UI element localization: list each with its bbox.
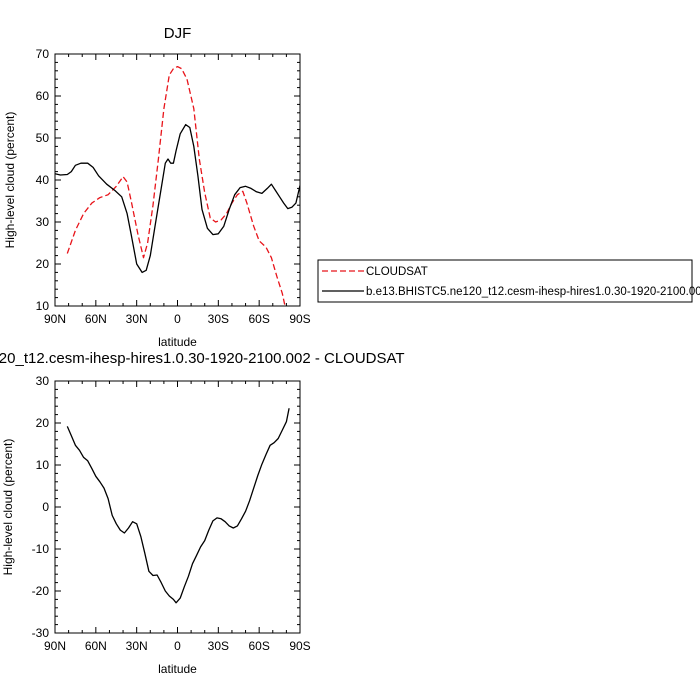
y-tick-label: -10 — [32, 542, 50, 556]
y-tick-label: 50 — [36, 131, 50, 145]
y-axis-label: High-level cloud (percent) — [1, 439, 15, 576]
x-tick-label: 90S — [289, 312, 310, 326]
y-tick-label: 20 — [36, 257, 50, 271]
series-line-cloudsat — [66, 65, 286, 306]
y-tick-label: 40 — [36, 173, 50, 187]
x-tick-label: 30S — [208, 312, 229, 326]
y-axis-label: High-level cloud (percent) — [3, 112, 17, 249]
x-tick-label: 60S — [248, 312, 269, 326]
y-tick-label: 30 — [36, 215, 50, 229]
x-tick-label: 60S — [248, 639, 269, 653]
x-tick-label: 90N — [44, 639, 66, 653]
x-axis-label: latitude — [158, 335, 197, 349]
x-tick-label: 30S — [208, 639, 229, 653]
y-tick-label: 60 — [36, 89, 50, 103]
plot-frame — [54, 53, 301, 307]
y-tick-label: 30 — [36, 374, 50, 388]
x-tick-label: 60N — [85, 639, 107, 653]
y-tick-label: 10 — [36, 458, 50, 472]
x-axis-label: latitude — [158, 662, 197, 676]
chart-title: DJF — [164, 25, 192, 42]
series-line-1 — [66, 408, 290, 604]
y-tick-label: -30 — [32, 626, 50, 640]
x-tick-label: 60N — [85, 312, 107, 326]
x-tick-label: 30N — [126, 312, 148, 326]
y-tick-label: 0 — [42, 500, 49, 514]
chart-1 — [54, 53, 693, 307]
y-tick-label: 70 — [36, 47, 50, 61]
x-tick-label: 90S — [289, 639, 310, 653]
x-tick-label: 0 — [174, 312, 181, 326]
legend-label: CLOUDSAT — [366, 266, 428, 278]
x-tick-label: 90N — [44, 312, 66, 326]
chart-2 — [54, 380, 301, 634]
x-tick-label: 30N — [126, 639, 148, 653]
series-line-b-e13-bhistc5-ne120-t12-cesm-i — [55, 123, 300, 274]
legend-box — [317, 259, 693, 303]
x-tick-label: 0 — [174, 639, 181, 653]
chart-title: C5.ne120_t12.cesm-ihesp-hires1.0.30-1920… — [0, 350, 405, 367]
y-tick-label: 10 — [36, 299, 50, 313]
y-tick-label: -20 — [32, 584, 50, 598]
plot-frame — [54, 380, 301, 634]
legend-label: b.e13.BHISTC5.ne120_t12.cesm-ihesp-hires… — [366, 286, 700, 298]
y-tick-label: 20 — [36, 416, 50, 430]
